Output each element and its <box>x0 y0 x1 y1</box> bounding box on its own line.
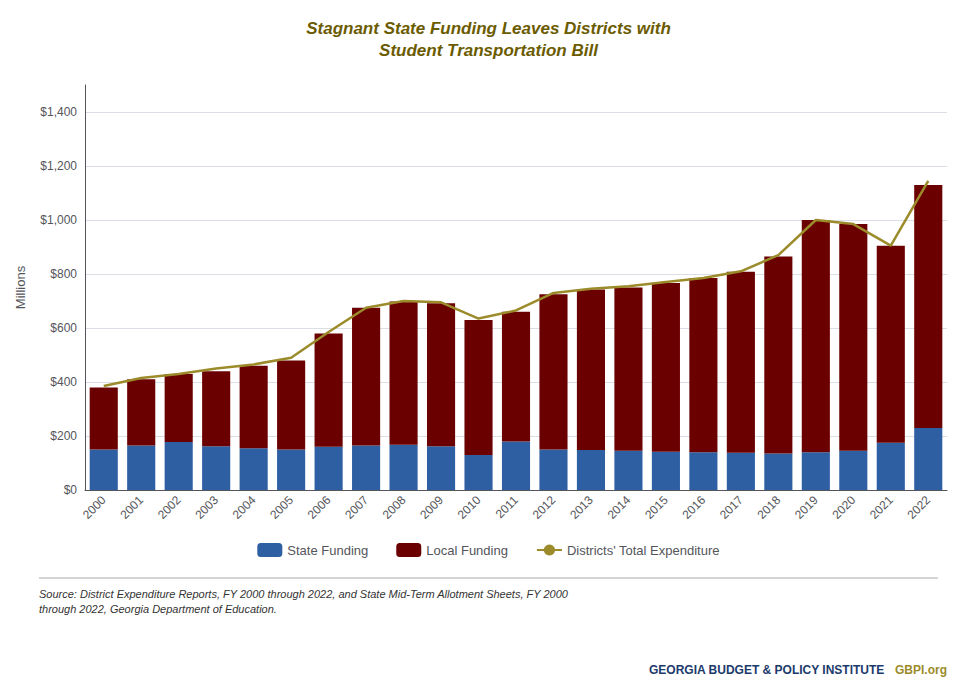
svg-text:Source: District Expenditure R: Source: District Expenditure Reports, FY… <box>39 588 569 600</box>
svg-text:2003: 2003 <box>192 493 221 522</box>
svg-text:2022: 2022 <box>904 493 933 522</box>
svg-text:2017: 2017 <box>717 493 746 522</box>
svg-text:Student Transportation Bill: Student Transportation Bill <box>379 41 599 60</box>
svg-text:2001: 2001 <box>117 493 146 522</box>
svg-text:$800: $800 <box>50 267 77 281</box>
svg-text:Millions: Millions <box>13 265 28 309</box>
svg-text:2005: 2005 <box>267 493 296 522</box>
svg-text:$400: $400 <box>50 375 77 389</box>
svg-text:GBPI.org: GBPI.org <box>895 663 947 677</box>
svg-text:2013: 2013 <box>567 493 596 522</box>
svg-text:2004: 2004 <box>230 493 259 522</box>
svg-text:2002: 2002 <box>155 493 184 522</box>
svg-text:$600: $600 <box>50 321 77 335</box>
svg-text:2006: 2006 <box>305 493 334 522</box>
svg-text:$200: $200 <box>50 429 77 443</box>
svg-text:2000: 2000 <box>80 493 109 522</box>
svg-text:2016: 2016 <box>680 493 709 522</box>
svg-text:$1,400: $1,400 <box>40 105 77 119</box>
svg-text:2021: 2021 <box>867 493 896 522</box>
svg-text:2009: 2009 <box>417 493 446 522</box>
svg-text:State Funding: State Funding <box>287 543 368 558</box>
svg-text:$1,000: $1,000 <box>40 213 77 227</box>
svg-text:2014: 2014 <box>605 493 634 522</box>
svg-text:Stagnant State Funding Leaves: Stagnant State Funding Leaves Districts … <box>306 19 671 38</box>
svg-text:2020: 2020 <box>829 493 858 522</box>
svg-text:$0: $0 <box>64 483 78 497</box>
svg-text:Districts' Total Expenditure: Districts' Total Expenditure <box>567 543 720 558</box>
svg-text:Local Funding: Local Funding <box>426 543 508 558</box>
svg-text:through 2022, Georgia Departme: through 2022, Georgia Department of Educ… <box>39 603 277 615</box>
svg-text:2008: 2008 <box>380 493 409 522</box>
svg-text:2018: 2018 <box>755 493 784 522</box>
svg-text:2015: 2015 <box>642 493 671 522</box>
svg-text:2019: 2019 <box>792 493 821 522</box>
svg-text:2010: 2010 <box>455 493 484 522</box>
svg-text:2007: 2007 <box>342 493 371 522</box>
svg-text:$1,200: $1,200 <box>40 159 77 173</box>
svg-text:GEORGIA BUDGET & POLICY INSTIT: GEORGIA BUDGET & POLICY INSTITUTE <box>649 663 884 677</box>
svg-text:2011: 2011 <box>493 493 521 521</box>
svg-text:2012: 2012 <box>530 493 559 522</box>
